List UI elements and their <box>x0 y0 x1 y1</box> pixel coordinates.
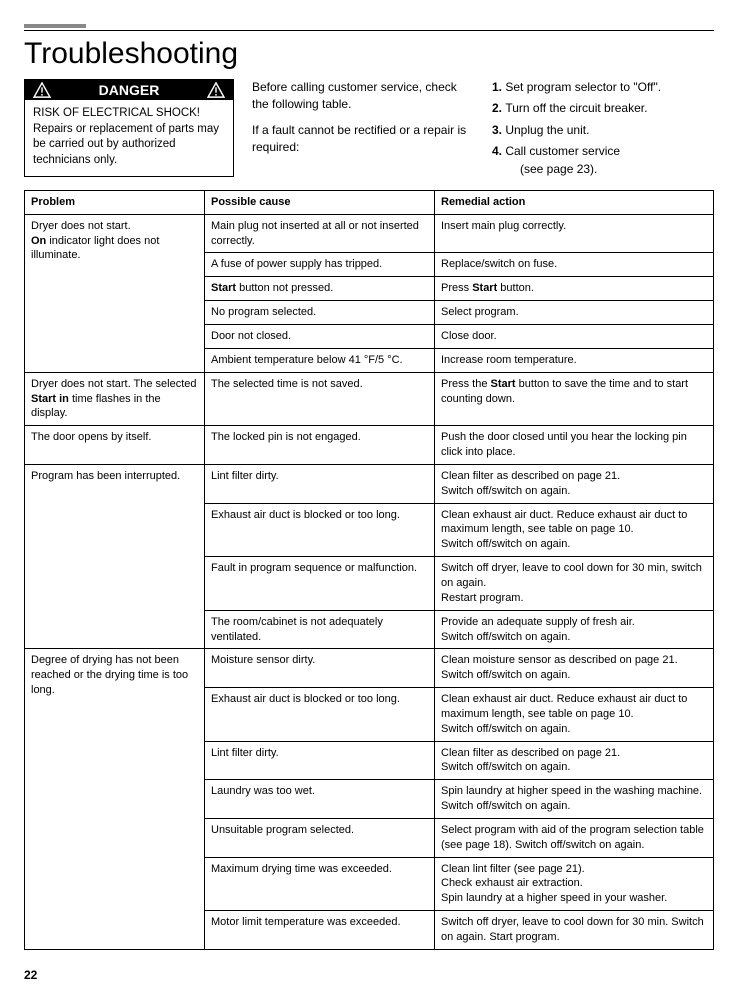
action-cell: Clean filter as described on page 21.Swi… <box>435 741 714 780</box>
problem-cell: Program has been interrupted. <box>25 464 205 648</box>
danger-box: DANGER RISK OF ELECTRICAL SHOCK! Repairs… <box>24 79 234 177</box>
cause-cell: The locked pin is not engaged. <box>205 426 435 465</box>
cause-cell: Main plug not inserted at all or not ins… <box>205 214 435 253</box>
cause-cell: Maximum drying time was exceeded. <box>205 857 435 911</box>
steps-list: 1. Set program selector to "Off". 2. Turn… <box>492 79 714 178</box>
action-cell: Switch off dryer, leave to cool down for… <box>435 557 714 611</box>
table-row: Dryer does not start. The selected Start… <box>25 372 714 426</box>
col-action: Remedial action <box>435 190 714 214</box>
intro-text: Before calling customer service, check t… <box>252 79 474 114</box>
action-cell: Clean moisture sensor as described on pa… <box>435 649 714 688</box>
page-title: Troubleshooting <box>24 37 714 71</box>
action-cell: Provide an adequate supply of fresh air.… <box>435 610 714 649</box>
problem-cell: Dryer does not start. The selected Start… <box>25 372 205 426</box>
step-item: 1. Set program selector to "Off". <box>492 79 714 96</box>
cause-cell: No program selected. <box>205 301 435 325</box>
header-rule-full <box>24 30 714 31</box>
intro-col-1: Before calling customer service, check t… <box>252 79 474 165</box>
problem-cell: Degree of drying has not been reached or… <box>25 649 205 950</box>
cause-cell: Door not closed. <box>205 325 435 349</box>
table-header-row: Problem Possible cause Remedial action <box>25 190 714 214</box>
table-row: Program has been interrupted.Lint filter… <box>25 464 714 503</box>
cause-cell: The room/cabinet is not adequately venti… <box>205 610 435 649</box>
problem-cell: Dryer does not start.On indicator light … <box>25 214 205 372</box>
action-cell: Press the Start button to save the time … <box>435 372 714 426</box>
action-cell: Press Start button. <box>435 277 714 301</box>
cause-cell: Motor limit temperature was exceeded. <box>205 911 435 950</box>
action-cell: Select program with aid of the program s… <box>435 818 714 857</box>
action-cell: Increase room temperature. <box>435 348 714 372</box>
action-cell: Clean lint filter (see page 21).Check ex… <box>435 857 714 911</box>
troubleshooting-table: Problem Possible cause Remedial action D… <box>24 190 714 950</box>
col-problem: Problem <box>25 190 205 214</box>
intro-col-2: 1. Set program selector to "Off". 2. Turn… <box>492 79 714 182</box>
table-row: Dryer does not start.On indicator light … <box>25 214 714 253</box>
cause-cell: Lint filter dirty. <box>205 464 435 503</box>
action-cell: Clean exhaust air duct. Reduce exhaust a… <box>435 503 714 557</box>
warning-triangle-icon <box>33 82 51 98</box>
cause-cell: Laundry was too wet. <box>205 780 435 819</box>
action-cell: Spin laundry at higher speed in the wash… <box>435 780 714 819</box>
problem-cell: The door opens by itself. <box>25 426 205 465</box>
action-cell: Close door. <box>435 325 714 349</box>
intro-row: DANGER RISK OF ELECTRICAL SHOCK! Repairs… <box>24 79 714 182</box>
col-cause: Possible cause <box>205 190 435 214</box>
step-item: 3. Unplug the unit. <box>492 122 714 139</box>
warning-triangle-icon <box>207 82 225 98</box>
cause-cell: Moisture sensor dirty. <box>205 649 435 688</box>
cause-cell: Exhaust air duct is blocked or too long. <box>205 688 435 742</box>
action-cell: Switch off dryer, leave to cool down for… <box>435 911 714 950</box>
step-item: 2. Turn off the circuit breaker. <box>492 100 714 117</box>
danger-body: RISK OF ELECTRICAL SHOCK! Repairs or rep… <box>25 100 233 176</box>
step-item: 4. Call customer service(see page 23). <box>492 143 714 178</box>
danger-header: DANGER <box>25 80 233 100</box>
action-cell: Select program. <box>435 301 714 325</box>
cause-cell: Unsuitable program selected. <box>205 818 435 857</box>
cause-cell: Ambient temperature below 41 °F/5 °C. <box>205 348 435 372</box>
page-number: 22 <box>24 968 714 982</box>
cause-cell: The selected time is not saved. <box>205 372 435 426</box>
table-row: The door opens by itself.The locked pin … <box>25 426 714 465</box>
action-cell: Clean filter as described on page 21.Swi… <box>435 464 714 503</box>
action-cell: Clean exhaust air duct. Reduce exhaust a… <box>435 688 714 742</box>
header-rule-short <box>24 24 86 28</box>
danger-label: DANGER <box>99 82 160 98</box>
cause-cell: Start button not pressed. <box>205 277 435 301</box>
action-cell: Push the door closed until you hear the … <box>435 426 714 465</box>
table-row: Degree of drying has not been reached or… <box>25 649 714 688</box>
cause-cell: Fault in program sequence or malfunction… <box>205 557 435 611</box>
cause-cell: Exhaust air duct is blocked or too long. <box>205 503 435 557</box>
action-cell: Replace/switch on fuse. <box>435 253 714 277</box>
cause-cell: A fuse of power supply has tripped. <box>205 253 435 277</box>
action-cell: Insert main plug correctly. <box>435 214 714 253</box>
cause-cell: Lint filter dirty. <box>205 741 435 780</box>
intro-text: If a fault cannot be rectified or a repa… <box>252 122 474 157</box>
